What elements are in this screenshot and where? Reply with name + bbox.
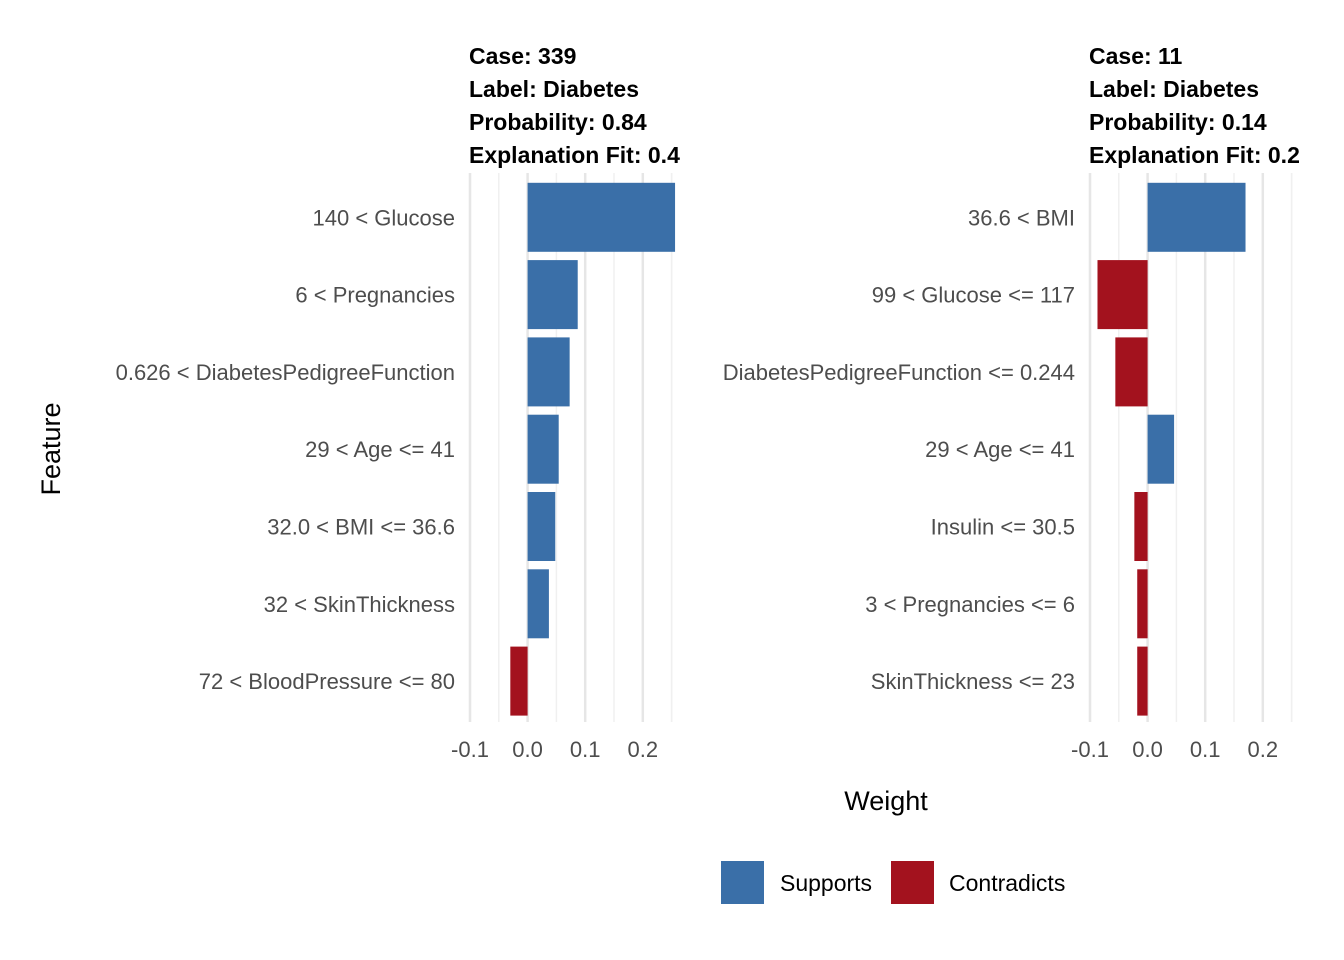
bar-contradicts — [1134, 492, 1148, 561]
feature-label: 0.626 < DiabetesPedigreeFunction — [116, 360, 455, 385]
bar-contradicts — [1115, 337, 1148, 407]
x-axis-title: Weight — [844, 786, 928, 816]
facet-title: Case: 11 Label: Diabetes Probability: 0.14… — [1089, 43, 1300, 168]
x-tick-label: -0.1 — [1071, 737, 1109, 762]
feature-label: 29 < Age <= 41 — [305, 437, 455, 462]
feature-label: 36.6 < BMI — [968, 205, 1075, 230]
x-tick-label: 0.2 — [1248, 737, 1279, 762]
x-tick-label: 0.2 — [628, 737, 659, 762]
bar-supports — [1147, 182, 1246, 252]
facet-title-line: Probability: 0.84 — [469, 109, 647, 135]
legend: Supports Contradicts — [721, 861, 1065, 904]
feature-label: 32.0 < BMI <= 36.6 — [267, 515, 455, 540]
feature-label: 29 < Age <= 41 — [925, 437, 1075, 462]
facet-title-line: Case: 11 — [1089, 43, 1183, 69]
legend-label: Contradicts — [949, 870, 1065, 896]
facet-title-line: Case: 339 — [469, 43, 576, 69]
feature-label: 72 < BloodPressure <= 80 — [199, 669, 455, 694]
bar-contradicts — [510, 646, 528, 716]
feature-label: 6 < Pregnancies — [295, 283, 455, 308]
feature-label: DiabetesPedigreeFunction <= 0.244 — [723, 360, 1075, 385]
bar-supports — [527, 569, 549, 639]
bar-supports — [527, 414, 559, 484]
facet-title-line: Probability: 0.14 — [1089, 109, 1267, 135]
x-tick-label: -0.1 — [451, 737, 489, 762]
legend-label: Supports — [780, 870, 872, 896]
bar-contradicts — [1097, 260, 1148, 330]
bar-contradicts — [1137, 646, 1148, 716]
facet-panel-2: Case: 11 Label: Diabetes Probability: 0.14… — [723, 43, 1300, 762]
facet-title-line: Explanation Fit: 0.2 — [1089, 142, 1300, 168]
feature-label: Insulin <= 30.5 — [931, 515, 1075, 540]
bar-supports — [527, 492, 556, 561]
bar-contradicts — [1137, 569, 1148, 639]
feature-label: 32 < SkinThickness — [264, 592, 455, 617]
y-axis-title: Feature — [36, 402, 66, 495]
bar-supports — [527, 337, 570, 407]
feature-label: 3 < Pregnancies <= 6 — [865, 592, 1075, 617]
legend-swatch — [721, 861, 764, 904]
x-tick-label: 0.1 — [570, 737, 601, 762]
x-tick-label: 0.0 — [512, 737, 543, 762]
bar-supports — [1147, 414, 1175, 484]
facet-title: Case: 339 Label: Diabetes Probability: 0.8… — [469, 43, 680, 168]
bar-supports — [527, 260, 578, 330]
x-tick-label: 0.1 — [1190, 737, 1221, 762]
bar-supports — [527, 182, 676, 252]
feature-label: 140 < Glucose — [313, 205, 455, 230]
facet-title-line: Label: Diabetes — [469, 76, 639, 102]
x-tick-label: 0.0 — [1132, 737, 1163, 762]
facet-panel-1: Case: 339 Label: Diabetes Probability: 0.8… — [116, 43, 680, 762]
legend-swatch — [891, 861, 934, 904]
facet-title-line: Explanation Fit: 0.4 — [469, 142, 680, 168]
feature-label: SkinThickness <= 23 — [871, 669, 1075, 694]
feature-label: 99 < Glucose <= 117 — [872, 283, 1075, 308]
facet-title-line: Label: Diabetes — [1089, 76, 1259, 102]
panels: Case: 339 Label: Diabetes Probability: 0.8… — [116, 43, 1300, 762]
